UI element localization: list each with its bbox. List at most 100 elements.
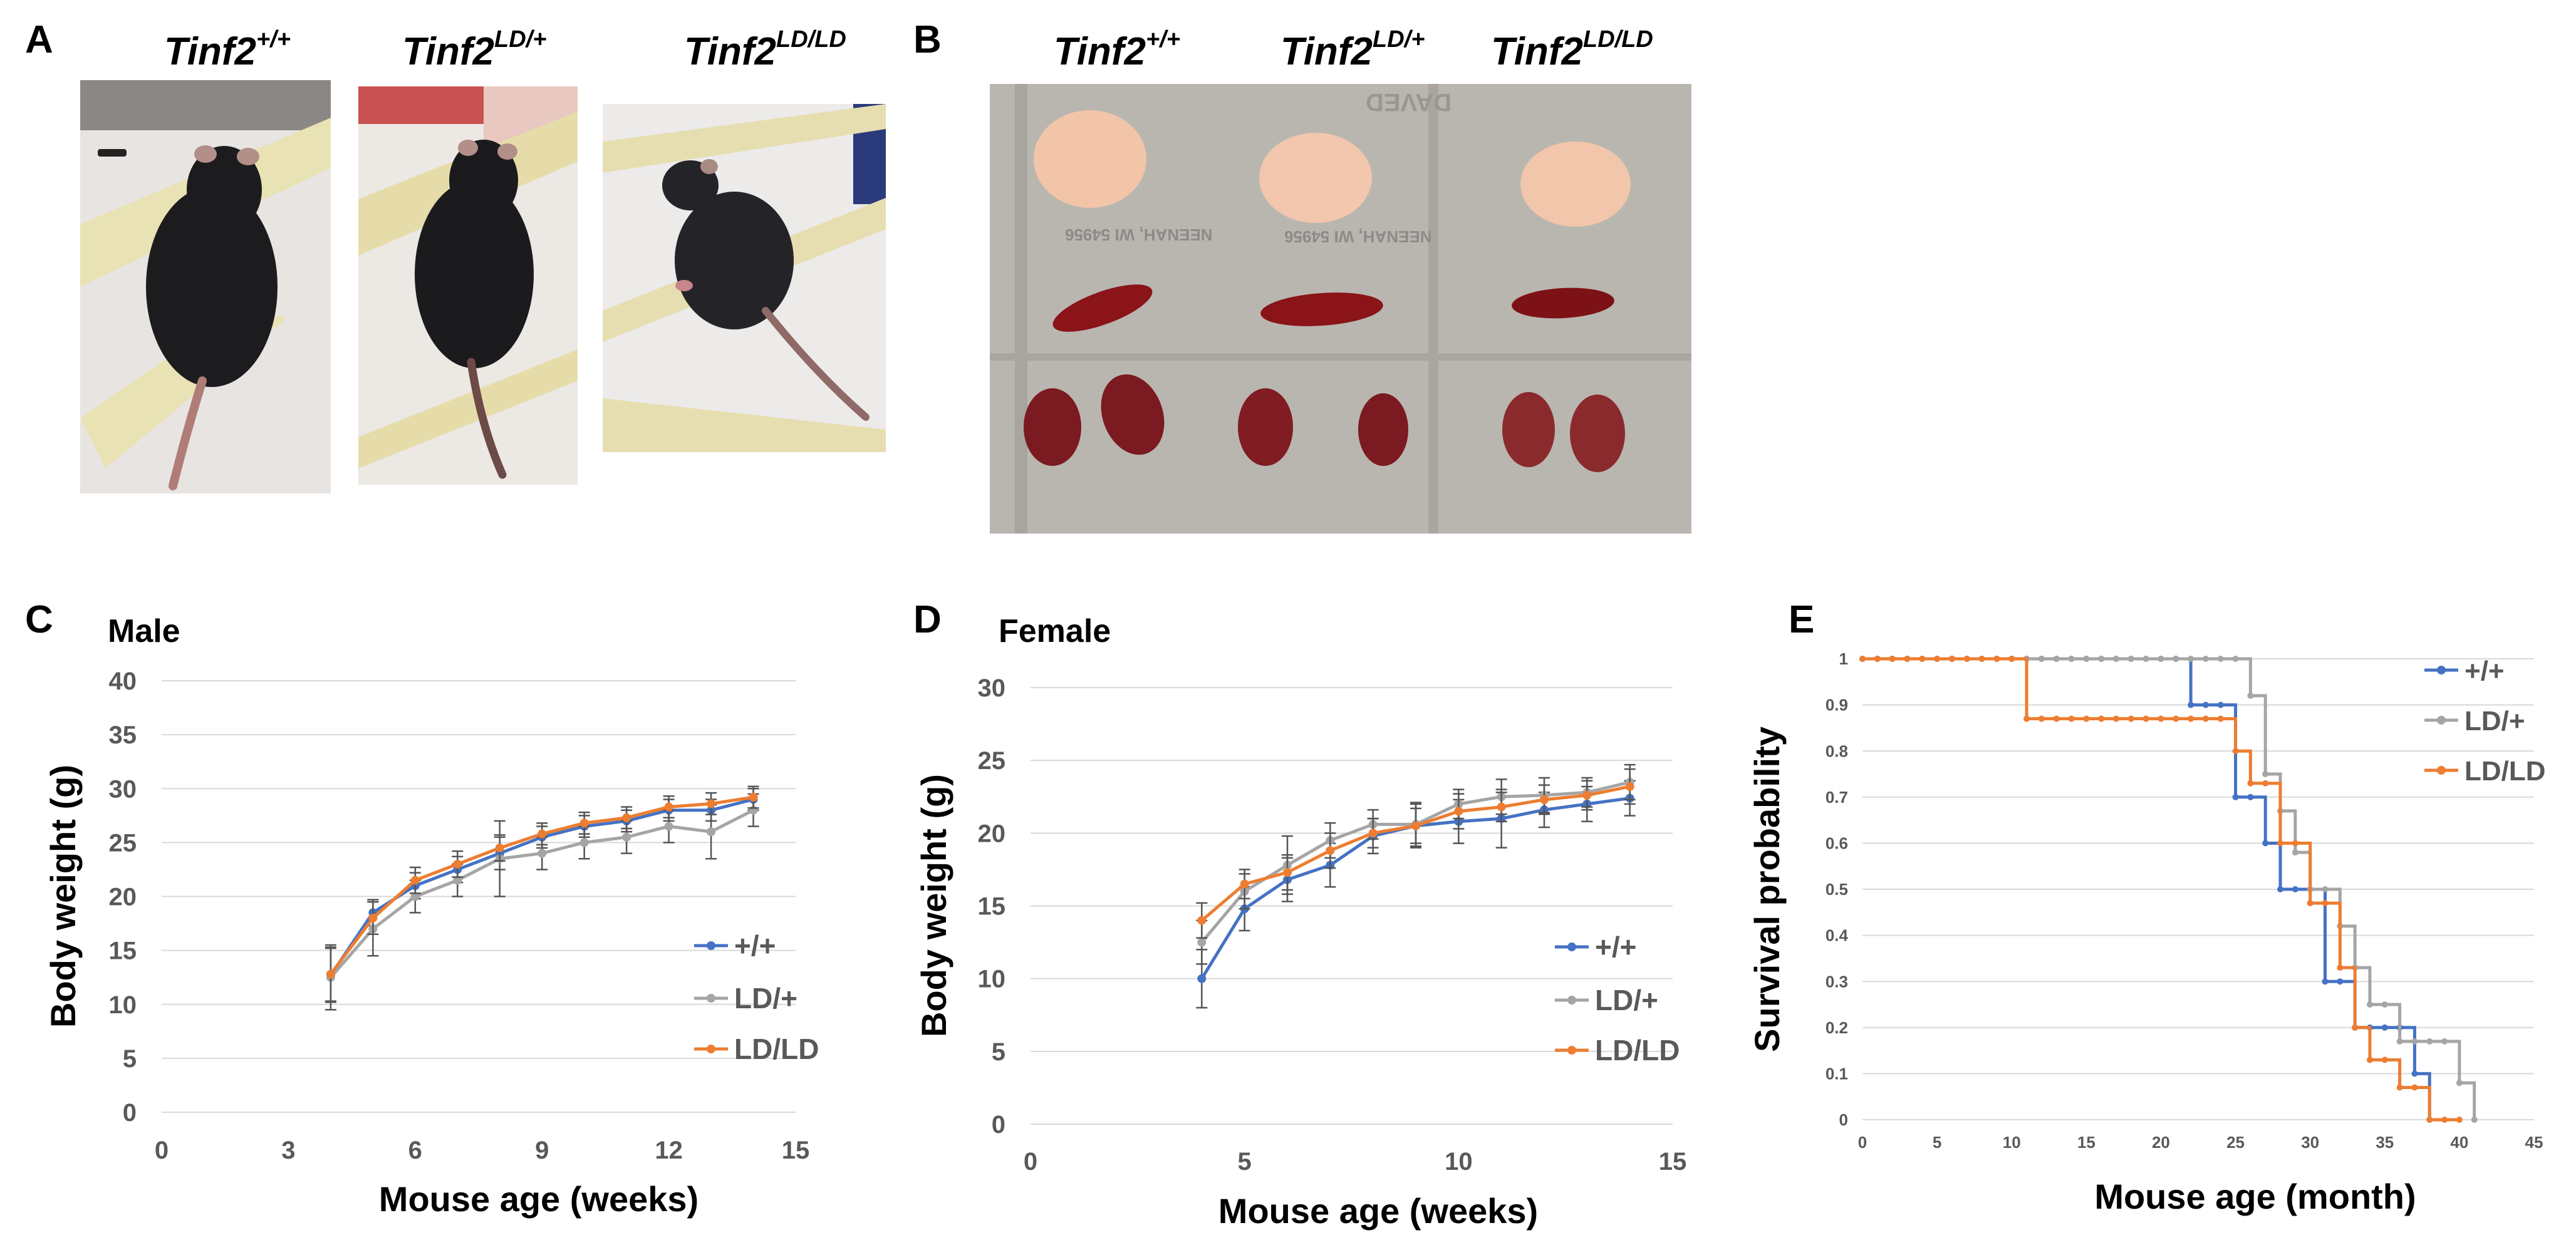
data-point <box>2381 1024 2388 1031</box>
chart-c: C Male 0 5 10 15 20 25 30 35 40 0 3 6 9 12 15 Mouse age (… <box>25 598 819 1219</box>
data-point <box>2426 1038 2433 1045</box>
x-tick-label: 12 <box>655 1137 683 1164</box>
legend-label: +/+ <box>2464 656 2505 686</box>
kidney-het-left <box>1238 388 1293 466</box>
data-point <box>1978 656 1985 662</box>
mouse-photo-het <box>358 86 578 485</box>
data-point <box>2366 1056 2373 1063</box>
x-tick-label: 25 <box>2226 1133 2245 1152</box>
data-point <box>2262 840 2269 847</box>
y-tick-label: 30 <box>109 775 137 803</box>
data-point <box>2381 1056 2388 1063</box>
legend-label: LD/+ <box>1595 984 1658 1016</box>
data-point <box>453 876 462 885</box>
data-point <box>495 843 504 852</box>
data-point <box>2038 715 2045 722</box>
data-point <box>2217 656 2224 662</box>
chart-title: Male <box>108 613 180 649</box>
y-tick-label: 5 <box>123 1045 137 1073</box>
y-tick-label: 0.6 <box>1826 834 1848 853</box>
data-point <box>2112 656 2119 662</box>
legend-label: LD/+ <box>734 982 797 1015</box>
data-point <box>664 802 673 812</box>
organ-photo: NEENAH, WI 54956 NEENAH, WI 54956 DAVED <box>990 84 1691 534</box>
data-point <box>2307 900 2314 907</box>
x-tick-label: 15 <box>1659 1148 1687 1175</box>
brain-wt <box>1034 110 1146 208</box>
data-point <box>2053 715 2060 722</box>
x-tick-label: 15 <box>2077 1133 2096 1152</box>
data-point <box>2068 715 2075 722</box>
data-point <box>1934 656 1941 662</box>
data-point <box>1582 790 1592 800</box>
y-tick-label: 25 <box>978 747 1006 775</box>
genotype-label-het-a: Tinf2LD/+ <box>402 26 547 73</box>
data-point <box>622 832 631 842</box>
data-point <box>1874 656 1881 662</box>
spleen-het <box>1260 292 1383 326</box>
legend-marker <box>2437 666 2446 674</box>
data-point <box>2381 1001 2388 1008</box>
legend-label: +/+ <box>1595 931 1637 963</box>
data-point <box>1889 656 1896 662</box>
data-point <box>368 913 378 922</box>
data-point <box>2277 840 2284 847</box>
series-ld: LD/+ <box>325 793 797 1015</box>
data-point <box>2232 793 2239 800</box>
data-point <box>2232 656 2239 662</box>
data-point <box>707 799 716 808</box>
data-point <box>2322 900 2329 907</box>
series-ldld: LD/LD <box>1196 768 1680 1067</box>
data-point <box>2158 715 2164 722</box>
data-point <box>622 813 631 822</box>
y-tick-label: 0 <box>123 1099 137 1127</box>
data-point <box>2173 656 2179 662</box>
data-point <box>1948 656 1955 662</box>
y-axis-label: Body weight (g) <box>43 765 83 1028</box>
legend-marker <box>707 1045 715 1053</box>
legend-marker <box>707 941 715 950</box>
x-axis-label: Mouse age (weeks) <box>379 1179 699 1219</box>
x-tick-label: 6 <box>408 1137 422 1164</box>
data-point <box>1197 916 1207 925</box>
data-point <box>707 827 716 837</box>
legend-marker <box>2437 766 2446 775</box>
kidney-hom-left <box>1502 392 1555 467</box>
y-tick-label: 0.4 <box>1826 926 1849 945</box>
panel-label-c: C <box>25 598 53 641</box>
y-tick-label: 0.7 <box>1826 788 1848 807</box>
data-point <box>2038 656 2045 662</box>
panel-label-e: E <box>1789 598 1814 641</box>
panel-label-a: A <box>25 18 53 61</box>
data-point <box>2053 656 2060 662</box>
data-point <box>2262 771 2269 777</box>
data-point <box>1368 829 1378 838</box>
data-point <box>2247 692 2254 699</box>
data-point <box>453 859 462 869</box>
legend-marker <box>2437 716 2446 725</box>
x-tick-label: 35 <box>2376 1133 2394 1152</box>
data-point <box>2292 849 2298 856</box>
y-tick-label: 0.2 <box>1826 1018 1848 1037</box>
chart-e: E00.10.20.30.40.50.60.70.80.910 5 10 15 20 25… <box>1747 598 2546 1216</box>
legend-marker <box>1567 943 1576 951</box>
data-point <box>2202 715 2209 722</box>
data-point <box>2441 1117 2448 1123</box>
data-point <box>2188 656 2194 662</box>
x-axis-label: Mouse age (weeks) <box>1218 1191 1538 1231</box>
data-point <box>1904 656 1911 662</box>
x-tick-label: 3 <box>281 1137 295 1164</box>
data-point <box>2426 1117 2433 1123</box>
x-tick-label: 0 <box>1024 1148 1037 1175</box>
data-point <box>2098 715 2105 722</box>
series-ldld: LD/LD <box>325 785 819 1065</box>
series-ld: LD/+ <box>1859 656 2525 1123</box>
y-tick-label: 15 <box>978 893 1006 921</box>
kidney-wt-left <box>1024 388 1081 466</box>
x-tick-label: 15 <box>782 1137 810 1164</box>
mouse-photo-hom <box>603 104 886 452</box>
data-point <box>2396 1084 2403 1091</box>
data-point <box>1240 879 1249 889</box>
data-point <box>2232 748 2239 755</box>
spleen-hom <box>1512 287 1614 319</box>
